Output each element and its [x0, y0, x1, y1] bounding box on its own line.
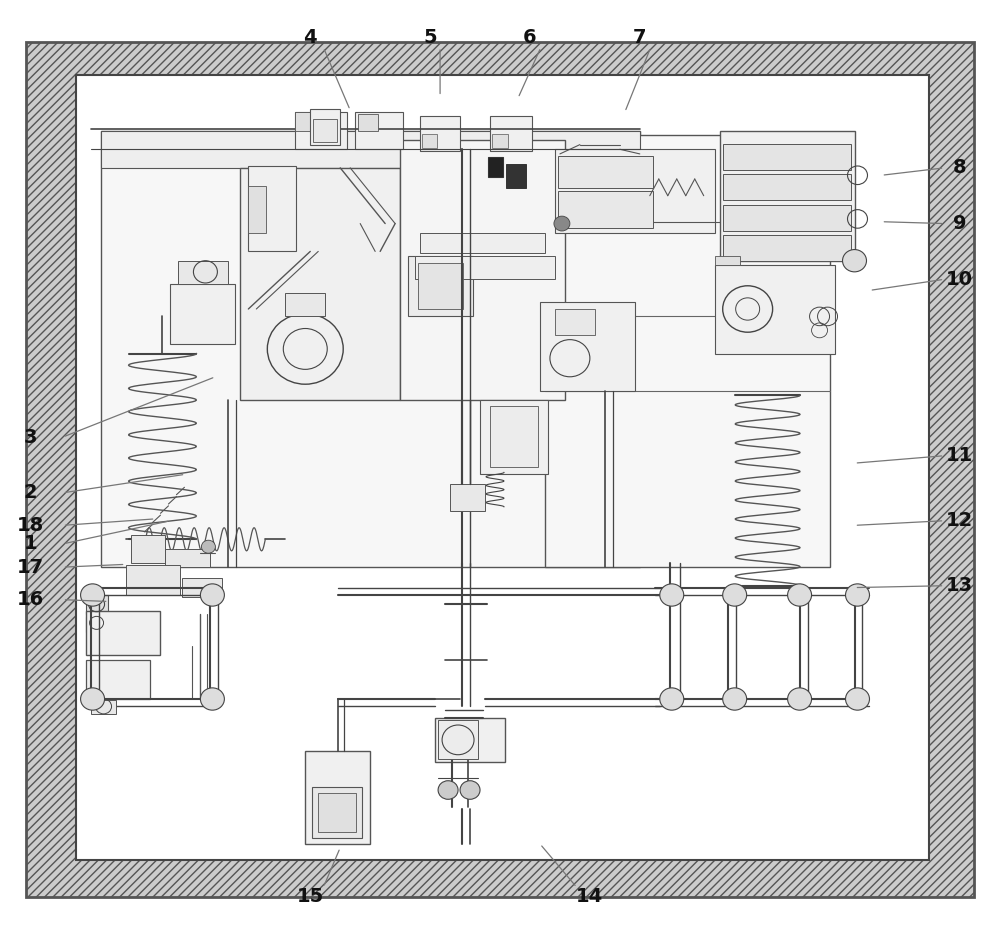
Bar [540, 302, 635, 391]
Bar [418, 263, 463, 309]
Bar [555, 150, 715, 232]
Circle shape [846, 584, 869, 606]
Text: 5: 5 [423, 28, 437, 47]
Bar [126, 565, 180, 595]
Bar [295, 113, 317, 131]
Bar [488, 156, 503, 177]
Bar [558, 155, 653, 188]
Bar [178, 260, 228, 284]
Text: 6: 6 [523, 28, 537, 47]
Bar [723, 144, 851, 169]
Bar [720, 131, 855, 260]
Bar [101, 131, 640, 167]
Text: 10: 10 [946, 270, 973, 289]
Bar [715, 265, 835, 353]
Bar [490, 406, 538, 467]
Bar [492, 135, 508, 149]
Text: 12: 12 [946, 512, 973, 530]
Bar [91, 700, 116, 714]
Text: 15: 15 [297, 887, 324, 907]
Text: 8: 8 [953, 158, 966, 178]
Circle shape [788, 688, 812, 711]
Text: 13: 13 [946, 577, 973, 595]
Bar [408, 256, 473, 316]
Bar [558, 191, 653, 228]
Bar [295, 113, 347, 150]
Bar [318, 792, 356, 831]
Bar [555, 309, 595, 335]
Text: 9: 9 [953, 214, 966, 233]
Bar [86, 660, 150, 699]
Text: 2: 2 [24, 484, 37, 502]
Circle shape [438, 780, 458, 799]
Bar [358, 114, 378, 131]
Circle shape [788, 584, 812, 606]
Bar [715, 256, 740, 265]
Bar [450, 484, 485, 512]
Text: 7: 7 [633, 28, 647, 47]
Bar [182, 578, 222, 597]
Circle shape [201, 540, 215, 553]
Bar [422, 135, 437, 149]
Bar [355, 113, 403, 150]
Bar [506, 164, 526, 188]
Circle shape [81, 688, 105, 711]
Bar [438, 721, 478, 760]
Bar [420, 232, 545, 253]
Bar [101, 131, 640, 567]
Text: 1: 1 [24, 535, 37, 553]
Bar [86, 618, 108, 632]
Bar [131, 535, 165, 563]
Text: 18: 18 [17, 516, 44, 535]
Bar [480, 400, 548, 474]
Bar [723, 174, 851, 200]
Circle shape [660, 688, 684, 711]
Bar [312, 787, 362, 838]
Bar [490, 116, 532, 152]
Text: 4: 4 [303, 28, 317, 47]
Bar [240, 167, 400, 400]
Text: 11: 11 [946, 446, 973, 465]
Bar [310, 110, 340, 145]
Bar [723, 234, 851, 260]
Bar [420, 116, 460, 152]
Bar [723, 205, 851, 231]
Text: 3: 3 [24, 428, 37, 446]
Bar [165, 549, 210, 567]
Circle shape [460, 780, 480, 799]
Circle shape [846, 688, 869, 711]
Bar [285, 293, 325, 316]
Circle shape [660, 584, 684, 606]
Circle shape [723, 584, 747, 606]
Circle shape [554, 216, 570, 231]
Bar [545, 136, 830, 567]
Bar [400, 140, 565, 400]
Bar [170, 284, 235, 344]
Circle shape [200, 584, 224, 606]
Bar [248, 166, 296, 251]
Bar [248, 186, 266, 232]
Text: 14: 14 [576, 887, 604, 907]
Bar [435, 718, 505, 763]
Bar [76, 75, 929, 859]
Bar [86, 595, 108, 614]
Bar [313, 119, 337, 142]
Text: 16: 16 [17, 591, 44, 609]
Circle shape [723, 688, 747, 711]
Circle shape [843, 249, 866, 272]
Circle shape [81, 584, 105, 606]
Text: 17: 17 [17, 558, 44, 577]
Bar [86, 611, 160, 656]
Circle shape [200, 688, 224, 711]
Bar [415, 256, 555, 279]
Bar [305, 751, 370, 844]
